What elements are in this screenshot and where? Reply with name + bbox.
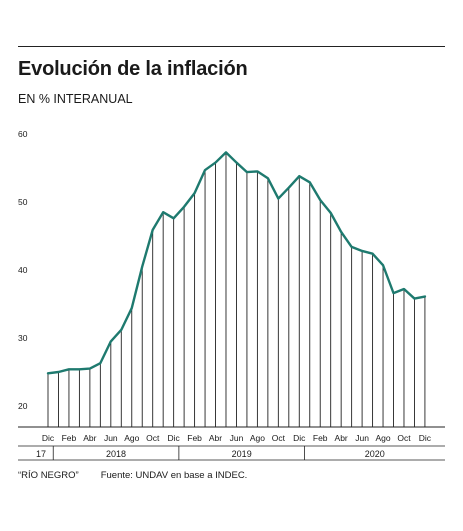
chart-subtitle: EN % INTERANUAL [18, 92, 133, 106]
month-label-10: Oct [146, 433, 160, 443]
month-label-14: Feb [187, 433, 202, 443]
footer-credit: “RÍO NEGRO” [18, 470, 79, 481]
y-tick-label-50: 50 [18, 197, 28, 207]
month-label-16: Abr [209, 433, 222, 443]
month-label-4: Abr [83, 433, 96, 443]
year-label-2019: 2019 [232, 449, 252, 459]
y-tick-label-60: 60 [18, 129, 28, 139]
year-label-2018: 2018 [106, 449, 126, 459]
top-rule [18, 46, 445, 47]
month-label-32: Ago [375, 433, 390, 443]
month-label-0: Dic [42, 433, 55, 443]
inflation-line [46, 151, 427, 375]
year-label-17: 17 [36, 449, 46, 459]
y-tick-label-40: 40 [18, 265, 28, 275]
y-tick-label-20: 20 [18, 401, 28, 411]
month-label-2: Feb [62, 433, 77, 443]
month-label-28: Abr [335, 433, 348, 443]
month-label-24: Dic [293, 433, 306, 443]
month-label-6: Jun [104, 433, 118, 443]
month-label-26: Feb [313, 433, 328, 443]
month-label-36: Dic [419, 433, 432, 443]
chart-title: Evolución de la inflación [18, 58, 248, 80]
footer: “RÍO NEGRO” Fuente: UNDAV en base a INDEC… [18, 470, 247, 481]
month-label-8: Ago [124, 433, 139, 443]
month-label-34: Oct [397, 433, 411, 443]
y-tick-label-30: 30 [18, 333, 28, 343]
footer-source: Fuente: UNDAV en base a INDEC. [100, 470, 248, 481]
month-label-12: Dic [167, 433, 180, 443]
month-label-18: Jun [230, 433, 244, 443]
month-label-22: Oct [272, 433, 286, 443]
year-label-2020: 2020 [365, 449, 385, 459]
month-label-30: Jun [355, 433, 369, 443]
month-label-20: Ago [250, 433, 265, 443]
